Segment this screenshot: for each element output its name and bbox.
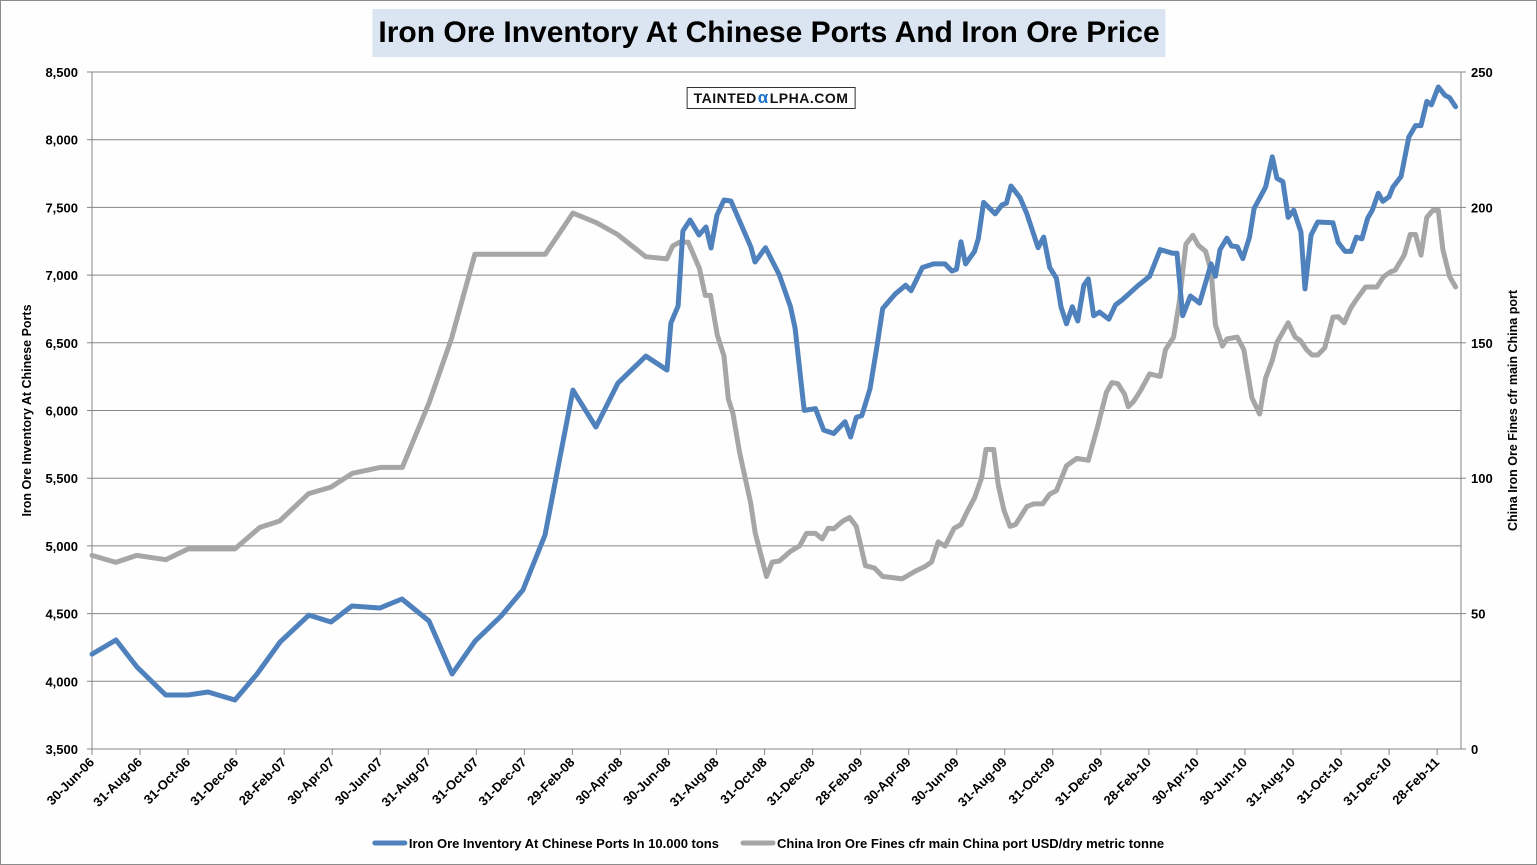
y-left-axis-title: Iron Ore Inventory At Chinese Ports — [20, 304, 34, 516]
x-tick-label: 31-Dec-10 — [1340, 755, 1394, 809]
y-left-tick-label: 4,000 — [45, 674, 78, 689]
x-tick-label: 30-Jun-09 — [908, 755, 962, 809]
x-tick-label: 31-Dec-06 — [187, 755, 241, 809]
x-tick-label: 30-Jun-06 — [44, 755, 98, 809]
x-tick-label: 30-Jun-08 — [620, 755, 674, 809]
y-right-tick-label: 200 — [1471, 200, 1493, 215]
y-left-tick-label: 4,500 — [45, 607, 78, 622]
legend-label-inventory: Iron Ore Inventory At Chinese Ports In 1… — [409, 836, 719, 851]
y-left-tick-label: 7,500 — [45, 200, 78, 215]
y-left-tick-label: 5,000 — [45, 539, 78, 554]
y-right-tick-label: 250 — [1471, 65, 1493, 80]
x-tick-label: 31-Aug-06 — [90, 755, 145, 810]
x-tick-label: 30-Apr-08 — [573, 755, 626, 808]
y-left-tick-label: 7,000 — [45, 268, 78, 283]
x-tick-label: 31-Dec-09 — [1052, 755, 1106, 809]
y-left-tick-label: 3,500 — [45, 742, 78, 757]
y-right-tick-label: 50 — [1471, 607, 1485, 622]
logo-alpha: α — [757, 88, 769, 107]
y-right-tick-label: 0 — [1471, 742, 1478, 757]
x-tick-label: 31-Oct-10 — [1294, 755, 1347, 808]
y-right-axis-title: China Iron Ore Fines cfr main China port — [1506, 289, 1520, 531]
y-left-tick-label: 6,000 — [45, 404, 78, 419]
series-line-inventory — [89, 84, 1459, 703]
x-tick-label: 31-Aug-08 — [667, 755, 722, 810]
y-left-tick-label: 8,000 — [45, 133, 78, 148]
x-tick-label: 31-Dec-07 — [475, 755, 529, 809]
y-right-tick-label: 100 — [1471, 471, 1493, 486]
x-tick-label: 30-Apr-10 — [1149, 755, 1202, 808]
x-tick-label: 31-Oct-06 — [141, 755, 194, 808]
x-tick-label: 31-Aug-10 — [1243, 755, 1298, 810]
chart-title: Iron Ore Inventory At Chinese Ports And … — [372, 9, 1166, 57]
x-tick-label: 30-Apr-07 — [284, 755, 337, 808]
logo-text-post: LPHA.COM — [769, 90, 849, 106]
y-left-tick-label: 6,500 — [45, 336, 78, 351]
x-tick-label: 28-Feb-11 — [1389, 755, 1442, 808]
series-line-price — [89, 207, 1459, 582]
x-tick-label: 31-Oct-07 — [429, 755, 482, 808]
x-tick-label: 30-Jun-10 — [1197, 755, 1251, 809]
x-tick-label: 31-Aug-07 — [378, 755, 433, 810]
logo-text-pre: TAINTED — [693, 90, 757, 106]
x-tick-label: 28-Feb-09 — [812, 755, 866, 809]
x-tick-label: 31-Oct-08 — [717, 755, 770, 808]
watermark-logo: TAINTEDαLPHA.COM — [686, 87, 856, 109]
x-tick-label: 29-Feb-08 — [524, 755, 578, 809]
x-tick-label: 31-Aug-09 — [955, 755, 1010, 810]
legend-label-price: China Iron Ore Fines cfr main China port… — [777, 836, 1164, 851]
y-left-tick-label: 8,500 — [45, 65, 78, 80]
x-tick-label: 31-Dec-08 — [764, 755, 818, 809]
x-tick-label: 30-Jun-07 — [332, 755, 386, 809]
y-right-tick-label: 150 — [1471, 336, 1493, 351]
y-left-tick-label: 5,500 — [45, 471, 78, 486]
x-tick-label: 28-Feb-10 — [1100, 755, 1154, 809]
x-tick-label: 31-Oct-09 — [1005, 755, 1058, 808]
x-tick-label: 30-Apr-09 — [861, 755, 914, 808]
x-tick-label: 28-Feb-07 — [236, 755, 290, 809]
